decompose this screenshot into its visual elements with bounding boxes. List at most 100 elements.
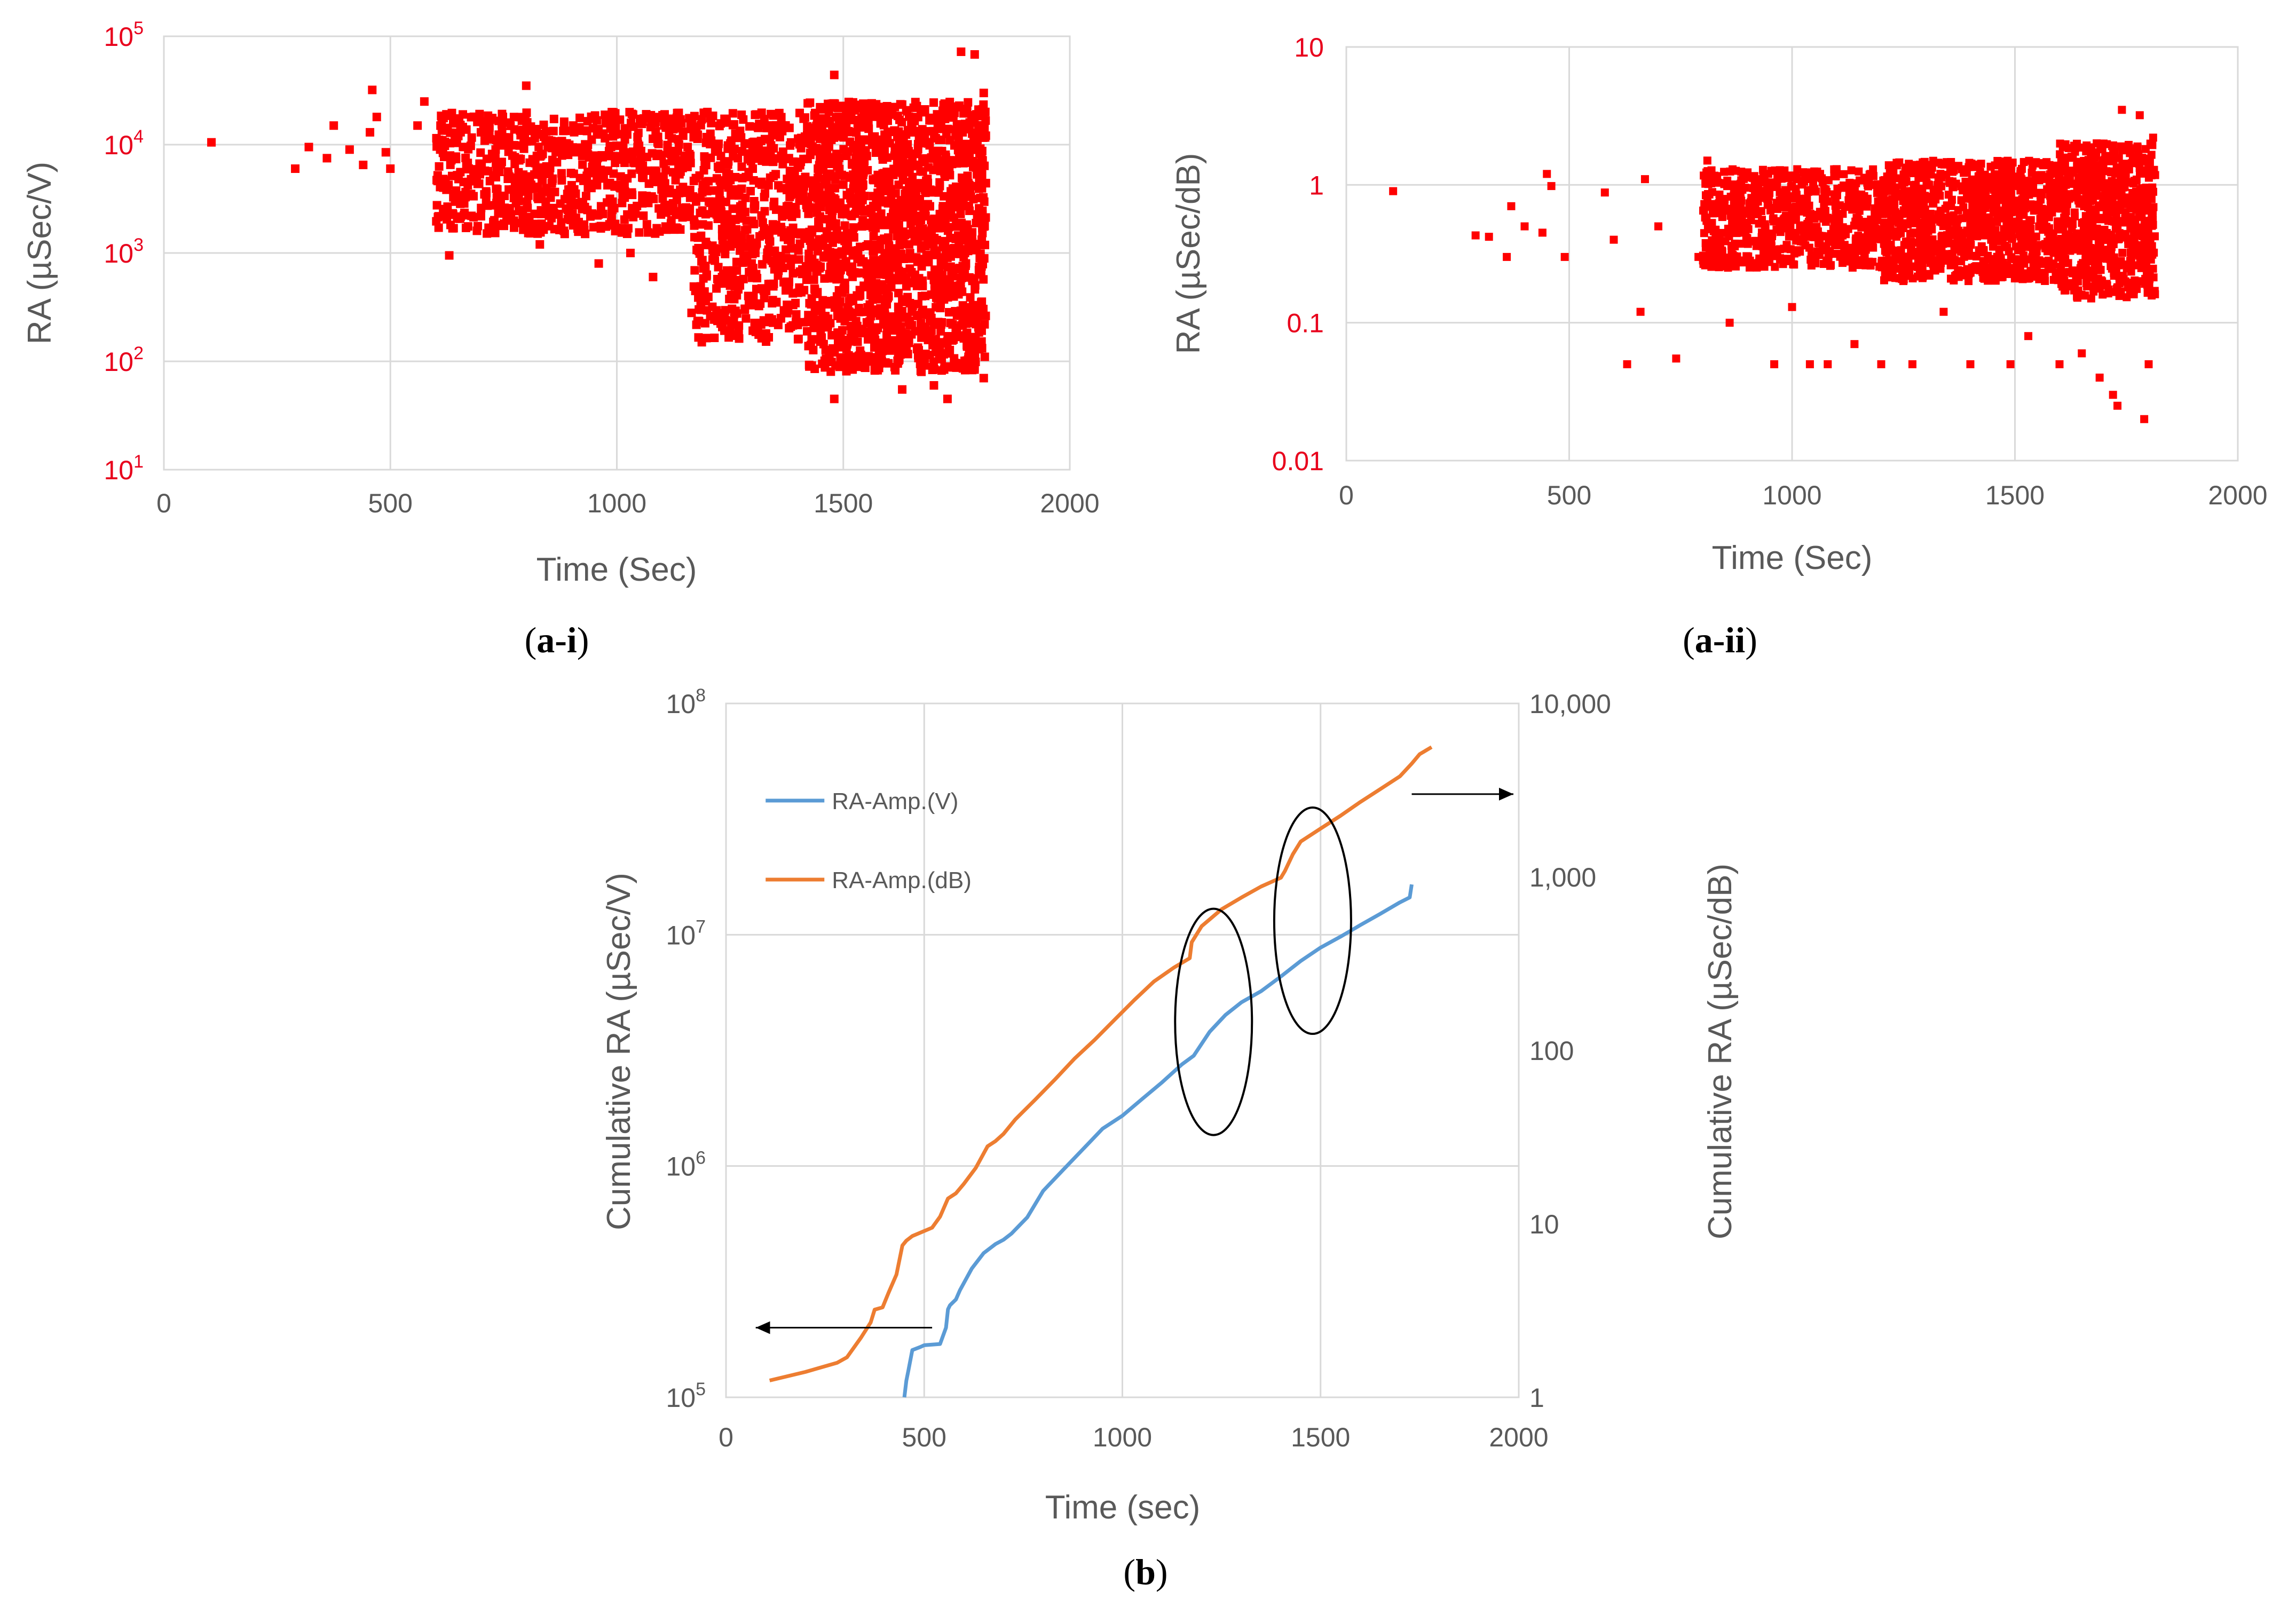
data-point — [817, 131, 826, 140]
data-point — [837, 353, 846, 362]
data-point — [1856, 201, 1865, 210]
data-point — [886, 110, 895, 119]
data-point — [1964, 277, 1973, 286]
data-point — [846, 137, 855, 146]
data-point — [673, 147, 682, 156]
data-point — [491, 153, 500, 162]
data-point — [849, 223, 858, 232]
data-point — [549, 114, 558, 123]
data-point — [835, 297, 845, 306]
data-point — [793, 335, 802, 344]
data-point — [926, 113, 935, 122]
data-point — [623, 148, 632, 157]
data-point — [1716, 243, 1725, 252]
data-point — [935, 346, 944, 355]
data-point — [1845, 178, 1854, 187]
data-point — [751, 241, 760, 250]
data-point — [957, 218, 966, 227]
data-point — [699, 264, 708, 273]
y-tick-base: 10 — [104, 347, 133, 377]
data-point — [830, 99, 839, 108]
data-point — [693, 134, 702, 143]
data-point — [883, 294, 892, 303]
data-point — [1739, 172, 1747, 181]
data-point — [762, 146, 771, 155]
data-point — [966, 293, 975, 302]
data-point — [775, 108, 784, 117]
data-point — [492, 193, 501, 202]
data-point — [968, 300, 977, 310]
data-point — [819, 339, 828, 349]
data-point — [359, 160, 368, 169]
data-point — [873, 323, 882, 333]
data-point — [786, 261, 795, 270]
data-point — [758, 260, 767, 269]
data-point — [959, 334, 968, 343]
data-point — [838, 326, 847, 335]
data-point — [463, 159, 472, 168]
y-tick-a-i: 105 — [104, 18, 144, 52]
data-point — [1954, 266, 1962, 274]
data-point — [728, 304, 737, 313]
data-point — [1966, 236, 1975, 245]
data-point — [978, 228, 987, 238]
data-point — [1820, 185, 1828, 193]
data-point — [1761, 223, 1770, 232]
data-point — [906, 219, 916, 228]
data-point — [846, 266, 855, 275]
data-point — [708, 255, 717, 264]
data-point — [913, 229, 922, 238]
data-point — [1904, 266, 1913, 275]
data-point — [1766, 206, 1775, 215]
data-point — [1717, 207, 1725, 216]
data-point — [799, 286, 808, 295]
data-point — [771, 170, 780, 179]
data-point — [467, 133, 476, 142]
data-point — [2037, 241, 2045, 249]
data-point — [979, 89, 988, 98]
data-point — [504, 147, 513, 156]
data-point — [1962, 183, 1971, 192]
data-point — [489, 217, 498, 226]
data-point — [706, 129, 715, 138]
data-point — [732, 257, 741, 266]
data-point — [476, 128, 485, 137]
data-point — [883, 135, 892, 144]
data-point — [913, 126, 922, 136]
data-point — [778, 126, 787, 136]
data-point — [535, 240, 545, 249]
data-point — [715, 162, 724, 171]
data-point — [464, 145, 473, 154]
data-point — [918, 308, 927, 318]
data-point — [1946, 168, 1954, 176]
data-point — [304, 143, 313, 152]
y-tick-exp: 4 — [133, 126, 144, 147]
y-tick-base: 10 — [104, 455, 133, 485]
data-point — [784, 154, 793, 163]
data-point — [847, 211, 856, 220]
data-point — [863, 303, 872, 312]
data-point — [639, 211, 648, 220]
data-point — [655, 227, 664, 236]
data-point — [943, 394, 952, 404]
data-point — [1792, 248, 1801, 257]
data-point — [633, 201, 642, 210]
data-point — [366, 128, 375, 137]
data-point — [926, 328, 935, 337]
data-point — [770, 197, 779, 207]
data-point — [704, 221, 713, 230]
data-point — [842, 151, 851, 160]
y-axis-title-a-i: RA (µSec/V) — [21, 162, 58, 344]
data-point — [2125, 140, 2133, 149]
data-point — [827, 274, 837, 283]
data-point — [658, 194, 667, 203]
data-point — [836, 314, 845, 323]
data-point — [1837, 184, 1846, 192]
data-point — [929, 275, 938, 284]
data-point — [1906, 216, 1915, 225]
data-point — [2043, 238, 2052, 246]
data-point — [1899, 252, 1908, 261]
data-point — [1869, 243, 1877, 252]
data-point — [687, 308, 696, 318]
